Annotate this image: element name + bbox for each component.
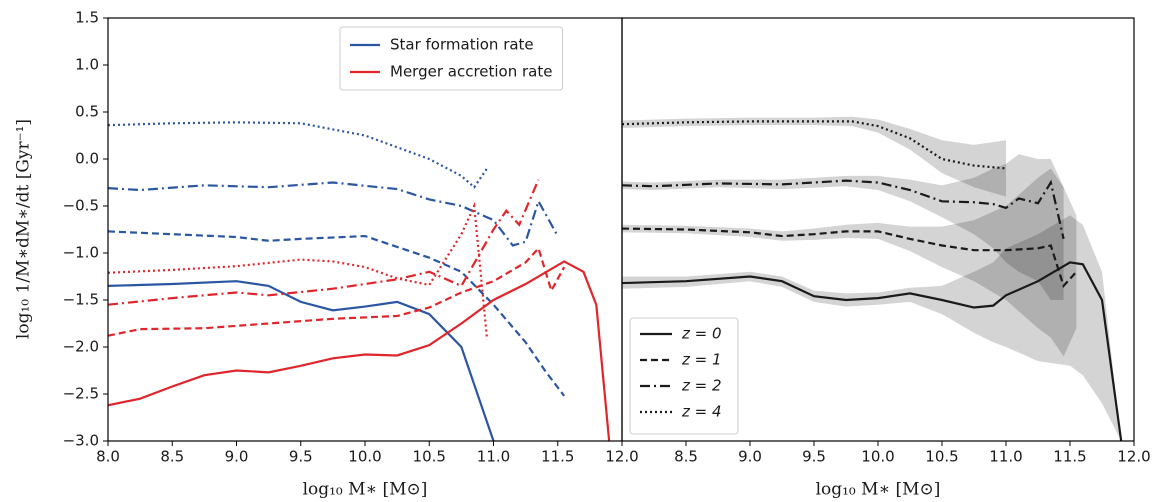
legend-label: z = 1 [681,351,722,369]
legend-label: Merger accretion rate [390,63,552,81]
plot-area [622,116,1123,441]
line [108,179,540,306]
band [622,154,1064,300]
x-tick-label: 12.0 [605,448,638,466]
y-tick-label: −3.0 [63,432,99,450]
line [622,261,1123,441]
y-tick-label: −0.5 [63,197,99,215]
legend-box [339,26,563,91]
x-tick-label: 9.0 [738,448,762,466]
x-axis-title: log₁₀ M∗ [M⊙] [303,480,428,500]
x-tick-label: 10.5 [413,448,446,466]
x-tick-label: 10.5 [925,448,958,466]
line [108,260,611,441]
y-tick-label: 0.5 [75,103,99,121]
y-tick-label: 1.0 [75,56,99,74]
plot-area [108,121,611,441]
y-tick-label: −1.5 [63,291,99,309]
axes-frame [621,17,1135,442]
x-tick-label: 10.0 [861,448,894,466]
x-tick-label: 11.0 [477,448,510,466]
band [622,215,1122,441]
band [622,116,1006,197]
line [108,280,495,441]
x-tick-label: 11.5 [541,448,574,466]
x-tick-label: 10.0 [348,448,381,466]
line [622,120,1007,170]
legend-label: z = 4 [681,403,722,421]
x-tick-label: 12.0 [1117,448,1150,466]
band [622,168,1077,357]
line [622,179,1065,240]
line [108,181,559,247]
line [108,201,489,340]
x-tick-label: 8.5 [674,448,698,466]
x-tick-label: 8.0 [96,448,120,466]
legend-label: z = 2 [681,377,722,395]
y-tick-label: −2.5 [63,385,99,403]
x-tick-label: 11.5 [1053,448,1086,466]
x-axis-title: log₁₀ M∗ [M⊙] [816,480,941,500]
x-tick-label: 9.5 [289,448,313,466]
y-tick-label: −2.0 [63,338,99,356]
line [108,121,488,189]
x-tick-label: 9.5 [802,448,826,466]
line [622,227,1078,289]
legend-box [629,317,739,435]
line [108,230,566,397]
y-axis-title: log₁₀ 1/M∗dM∗/dt [Gyr⁻¹] [14,119,34,339]
y-tick-label: −1.0 [63,244,99,262]
legend-label: z = 0 [681,325,722,343]
legend-label: Star formation rate [390,36,534,54]
x-tick-label: 11.0 [989,448,1022,466]
y-tick-label: 1.5 [75,9,99,27]
x-tick-label: 9.0 [225,448,249,466]
y-tick-label: 0.0 [75,150,99,168]
line [108,246,566,337]
x-tick-label: 8.5 [160,448,184,466]
